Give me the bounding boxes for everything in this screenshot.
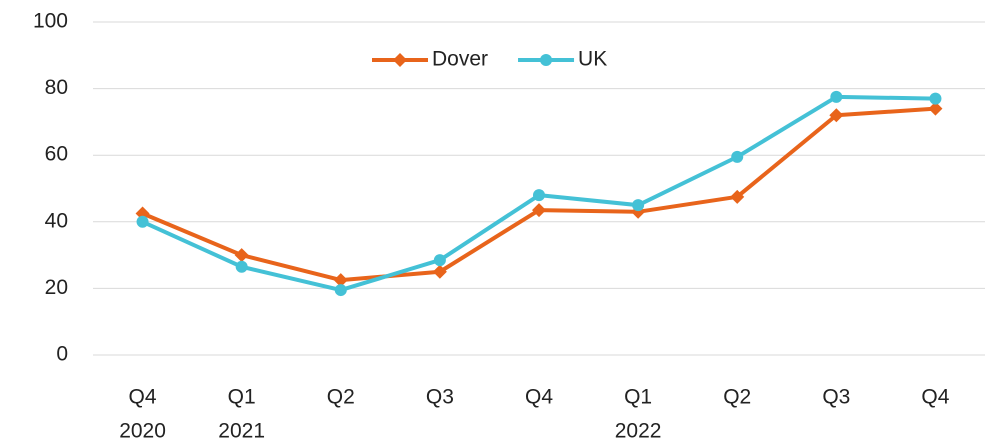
x-tick-label: Q1 <box>228 386 256 409</box>
y-tick-label: 80 <box>45 76 68 99</box>
x-tick-label: Q3 <box>426 386 454 409</box>
y-tick-label: 100 <box>33 10 68 33</box>
data-point <box>432 264 447 279</box>
data-point <box>532 203 546 218</box>
legend-marker <box>540 54 553 66</box>
data-point <box>333 273 348 288</box>
data-point <box>830 90 843 103</box>
data-point <box>632 199 645 212</box>
data-point <box>234 248 249 263</box>
x-tick-label: Q2 <box>723 386 751 409</box>
y-tick-label: 20 <box>45 276 68 299</box>
x-year-label: 2021 <box>218 420 265 443</box>
data-point <box>334 284 347 297</box>
data-point <box>730 189 745 204</box>
y-tick-label: 0 <box>56 343 68 366</box>
x-tick-label: Q3 <box>822 386 850 409</box>
y-tick-label: 60 <box>45 143 68 166</box>
x-tick-label: Q4 <box>129 386 157 409</box>
data-point <box>929 92 942 105</box>
y-tick-label: 40 <box>45 209 68 232</box>
x-tick-label: Q1 <box>624 386 652 409</box>
x-tick-label: Q4 <box>921 386 949 409</box>
x-tick-label: Q2 <box>327 386 355 409</box>
legend-marker <box>393 53 407 67</box>
data-point <box>533 189 545 202</box>
data-point <box>731 150 744 163</box>
legend-label: Dover <box>432 48 488 71</box>
x-tick-label: Q4 <box>525 386 553 409</box>
data-point <box>235 260 248 273</box>
data-point <box>829 108 844 123</box>
x-year-label: 2020 <box>119 420 166 443</box>
data-point <box>928 101 943 116</box>
legend-label: UK <box>578 48 607 71</box>
x-year-label: 2022 <box>615 420 662 443</box>
data-point <box>433 254 446 267</box>
data-point <box>136 215 149 228</box>
